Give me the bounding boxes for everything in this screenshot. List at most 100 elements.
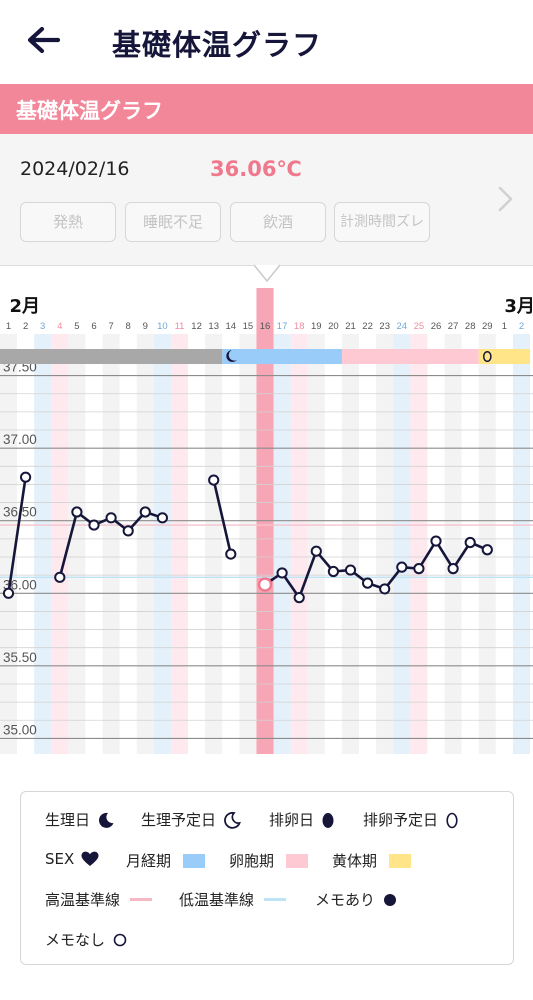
egg-outline-icon [446,812,458,828]
legend-item-sex: SEX [45,850,99,868]
day-label: 17 [277,321,288,332]
day-label: 13 [208,321,219,332]
y-tick-label: 35.50 [3,650,37,665]
day-label: 25 [414,321,425,332]
temperature-point [105,512,117,524]
day-column [307,334,325,754]
entry-temperature: 36.06℃ [210,157,302,181]
legend-item-menstrual-phase: 月経期 [126,850,206,871]
tag-alcohol[interactable]: 飲酒 [230,202,326,242]
day-label: 26 [431,321,442,332]
day-label: 28 [465,321,476,332]
page-title: 基礎体温グラフ [112,28,323,62]
banner-title: 基礎体温グラフ [16,99,163,123]
day-label: 27 [448,321,459,332]
back-button[interactable] [22,20,66,60]
day-label: 21 [345,321,356,332]
day-label: 15 [243,321,254,332]
moon-filled-icon [226,350,237,362]
y-tick-label: 35.00 [3,722,37,737]
day-column [444,334,462,754]
tag-time-shift[interactable]: 計測時間ズレ [334,202,430,242]
follicular-swatch [286,853,309,868]
app-bar: 基礎体温グラフ [0,0,533,84]
day-label: 1 [6,321,11,332]
legend-item-high-baseline: 高温基準線 [45,889,153,910]
day-column [239,334,257,754]
temperature-point [54,571,66,583]
temperature-point [430,535,442,547]
day-label: 3 [40,321,45,332]
legend-item-predicted-period: 生理予定日 [141,809,241,830]
day-column [34,334,52,754]
day-column [68,334,86,754]
temperature-point [2,587,15,599]
day-label: 18 [294,321,305,332]
selection-pointer [254,264,280,283]
temperature-line [212,479,233,555]
day-label: 10 [157,321,168,332]
legend-item-memo-no: メモなし [45,929,128,950]
day-label: 11 [175,321,185,332]
tag-fever[interactable]: 発熱 [20,202,116,242]
high-baseline-line [130,898,153,901]
day-column [119,334,137,754]
temperature-point [362,577,374,589]
egg-outline-icon [482,350,492,363]
section-banner: 基礎体温グラフ [0,84,533,134]
temperature-point [276,567,288,579]
entry-date: 2024/02/16 [20,158,130,180]
day-column [359,334,377,754]
legend-item-predicted-ovulation: 排卵予定日 [363,809,459,830]
next-day-button[interactable] [495,184,517,214]
day-label: 14 [226,321,237,332]
legend-item-low-baseline: 低温基準線 [179,889,287,910]
tag-lack-of-sleep[interactable]: 睡眠不足 [125,202,221,242]
temperature-point [88,519,100,531]
temperature-point [310,545,322,557]
temperature-point [481,544,493,556]
month-label: 3月 [504,296,533,317]
temperature-point [293,592,305,604]
day-label: 7 [108,321,113,332]
legend-item-memo-yes: メモあり [315,889,398,910]
temperature-line [7,476,27,594]
temperature-point [71,506,83,518]
heart-icon [81,851,99,866]
legend-item-period-day: 生理日 [45,809,115,830]
day-label: 2 [519,321,524,332]
temperature-point [327,565,339,578]
phase-bar-other [0,349,223,364]
menstrual-swatch [183,853,206,868]
temperature-point [344,564,357,576]
day-column [51,334,69,754]
phase-bar-menstrual [222,349,342,364]
egg-filled-icon [322,812,334,828]
phase-bar-follicular [341,349,479,364]
day-column [376,334,394,754]
day-column [512,334,531,754]
day-column [495,334,513,754]
temperature-point [379,583,391,595]
memo-filled-dot-icon [384,893,397,906]
temperature-point [447,563,459,575]
temperature-point [139,506,151,518]
day-column [0,334,18,754]
legend-item-follicular-phase: 卵胞期 [229,850,309,871]
day-column [136,334,154,754]
day-label: 16 [260,321,271,332]
temperature-point [156,512,168,524]
day-label: 8 [126,321,131,332]
day-column [324,334,342,754]
day-column [393,334,411,754]
month-label: 2月 [10,296,41,317]
day-column [410,334,428,754]
day-label: 19 [311,321,322,332]
day-column [153,334,171,754]
day-label: 2 [23,321,28,332]
day-column [170,334,189,754]
day-label: 22 [362,321,373,332]
temperature-point [413,563,425,575]
selected-temperature-point [257,577,273,592]
